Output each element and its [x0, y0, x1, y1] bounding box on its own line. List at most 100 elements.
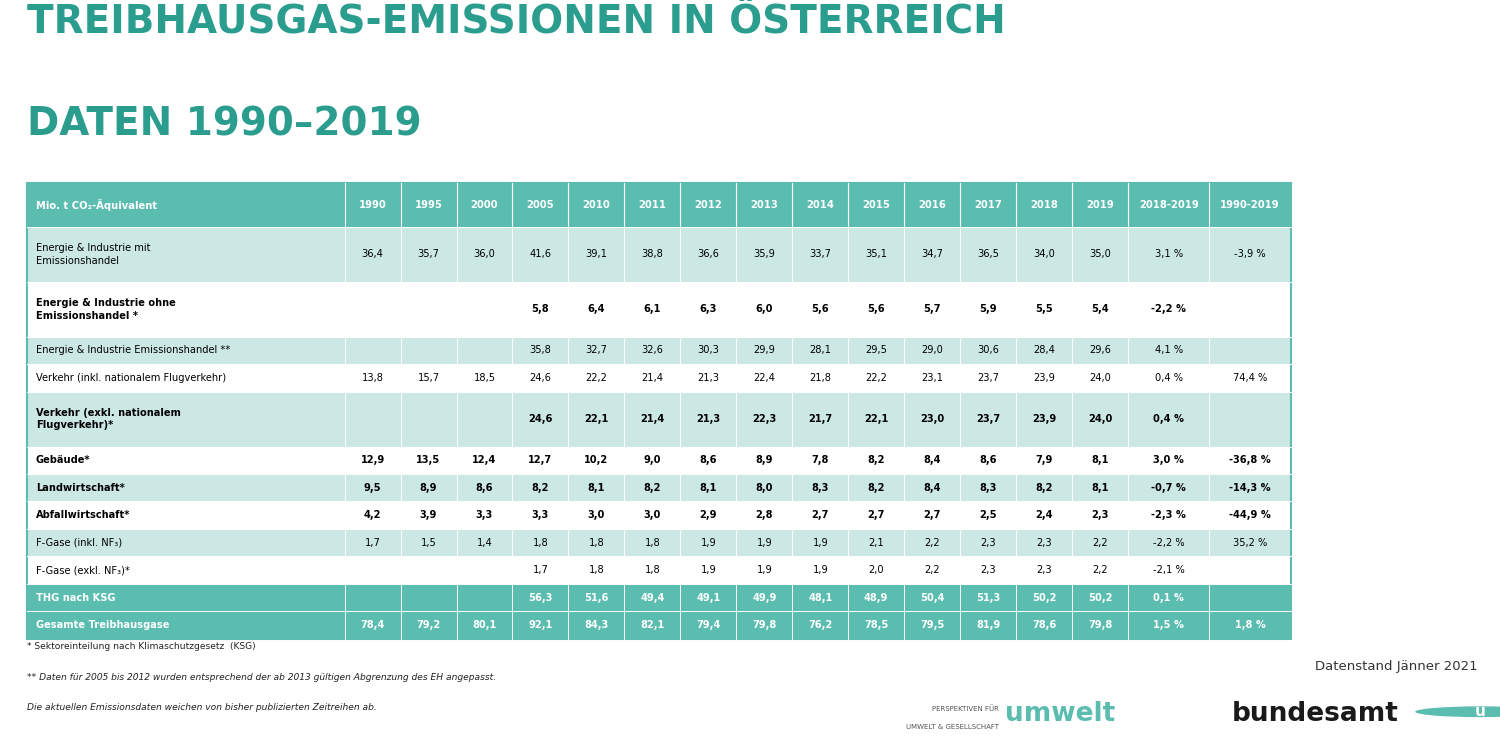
Text: 2016: 2016	[918, 200, 946, 210]
Text: 8,2: 8,2	[1035, 483, 1053, 493]
Text: -2,2 %: -2,2 %	[1150, 304, 1186, 314]
Text: 7,9: 7,9	[1035, 455, 1053, 465]
Text: 8,3: 8,3	[980, 483, 998, 493]
Text: 2011: 2011	[639, 200, 666, 210]
Text: 32,7: 32,7	[585, 345, 608, 356]
Text: 6,1: 6,1	[644, 304, 662, 314]
Text: 41,6: 41,6	[530, 249, 552, 259]
Text: Energie & Industrie mit
Emissionshandel: Energie & Industrie mit Emissionshandel	[36, 243, 150, 266]
Text: 30,6: 30,6	[976, 345, 999, 356]
Text: TREIBHAUSGAS-EMISSIONEN IN ÖSTERREICH: TREIBHAUSGAS-EMISSIONEN IN ÖSTERREICH	[27, 4, 1005, 42]
Text: Gebäude*: Gebäude*	[36, 455, 90, 465]
Text: 2,3: 2,3	[981, 538, 996, 548]
Text: Verkehr (exkl. nationalem
Flugverkehr)*: Verkehr (exkl. nationalem Flugverkehr)*	[36, 408, 180, 430]
Text: 8,1: 8,1	[1092, 483, 1108, 493]
Text: 3,9: 3,9	[420, 510, 436, 520]
Text: -0,7 %: -0,7 %	[1152, 483, 1186, 493]
Text: 5,5: 5,5	[1035, 304, 1053, 314]
Circle shape	[1414, 707, 1500, 717]
Text: 1995: 1995	[414, 200, 442, 210]
Text: 34,0: 34,0	[1034, 249, 1054, 259]
Text: 2014: 2014	[806, 200, 834, 210]
Text: 78,5: 78,5	[864, 620, 888, 630]
Text: 8,6: 8,6	[980, 455, 998, 465]
Text: Landwirtschaft*: Landwirtschaft*	[36, 483, 124, 493]
Text: 1,8: 1,8	[588, 538, 604, 548]
Text: 29,5: 29,5	[865, 345, 886, 356]
Text: Verkehr (inkl. nationalem Flugverkehr): Verkehr (inkl. nationalem Flugverkehr)	[36, 373, 226, 383]
Text: -44,9 %: -44,9 %	[1228, 510, 1270, 520]
Text: 1,8: 1,8	[588, 565, 604, 575]
Text: 35,7: 35,7	[417, 249, 440, 259]
Text: 2,3: 2,3	[1036, 538, 1052, 548]
Text: PERSPEKTIVEN FÜR: PERSPEKTIVEN FÜR	[932, 705, 999, 712]
Text: 28,1: 28,1	[808, 345, 831, 356]
Text: 22,3: 22,3	[752, 414, 777, 424]
Bar	[27, 337, 1292, 365]
Text: 24,6: 24,6	[528, 414, 552, 424]
Text: 51,6: 51,6	[584, 592, 609, 603]
Bar	[27, 557, 1292, 584]
Text: 23,7: 23,7	[976, 373, 999, 383]
Text: 9,5: 9,5	[364, 483, 381, 493]
Text: 1,7: 1,7	[364, 538, 381, 548]
Text: 6,0: 6,0	[756, 304, 772, 314]
Text: 12,9: 12,9	[360, 455, 384, 465]
Text: Mio. t CO₂-Äquivalent: Mio. t CO₂-Äquivalent	[36, 199, 158, 211]
Text: 2,7: 2,7	[812, 510, 830, 520]
Text: 2,5: 2,5	[980, 510, 998, 520]
Text: 3,1 %: 3,1 %	[1155, 249, 1184, 259]
Text: 29,6: 29,6	[1089, 345, 1112, 356]
Text: 8,6: 8,6	[476, 483, 494, 493]
Text: 2,3: 2,3	[1036, 565, 1052, 575]
Text: Gesamte Treibhausgase: Gesamte Treibhausgase	[36, 620, 170, 630]
Bar	[27, 183, 1292, 639]
Text: * Sektoreinteilung nach Klimaschutzgesetz  (KSG): * Sektoreinteilung nach Klimaschutzgeset…	[27, 642, 255, 651]
Text: 8,4: 8,4	[924, 455, 940, 465]
Text: 38,8: 38,8	[642, 249, 663, 259]
Text: 36,4: 36,4	[362, 249, 384, 259]
Text: 1,5: 1,5	[420, 538, 436, 548]
Text: 23,9: 23,9	[1034, 373, 1054, 383]
Text: 49,1: 49,1	[696, 592, 720, 603]
Text: 49,9: 49,9	[752, 592, 777, 603]
Text: DATEN 1990–2019: DATEN 1990–2019	[27, 105, 422, 143]
Text: 2,0: 2,0	[868, 565, 883, 575]
Text: 2015: 2015	[862, 200, 889, 210]
Text: 28,4: 28,4	[1034, 345, 1054, 356]
Text: u: u	[1474, 704, 1486, 719]
Text: 0,1 %: 0,1 %	[1154, 592, 1184, 603]
Text: 1,9: 1,9	[756, 538, 772, 548]
Text: 21,4: 21,4	[640, 414, 664, 424]
Text: 2,7: 2,7	[867, 510, 885, 520]
Text: 12,4: 12,4	[472, 455, 496, 465]
Text: 8,1: 8,1	[1092, 455, 1108, 465]
Text: 36,6: 36,6	[698, 249, 720, 259]
Text: 9,0: 9,0	[644, 455, 662, 465]
Text: 12,7: 12,7	[528, 455, 552, 465]
Text: 1,8: 1,8	[532, 538, 549, 548]
Text: 1,4: 1,4	[477, 538, 492, 548]
Text: 2012: 2012	[694, 200, 721, 210]
Text: 4,2: 4,2	[364, 510, 381, 520]
Text: 1,9: 1,9	[700, 565, 715, 575]
Text: 35,9: 35,9	[753, 249, 776, 259]
Bar	[27, 501, 1292, 529]
Text: 8,2: 8,2	[867, 483, 885, 493]
Text: 1990: 1990	[358, 200, 387, 210]
Text: 21,8: 21,8	[808, 373, 831, 383]
Text: 2,3: 2,3	[981, 565, 996, 575]
Bar	[27, 447, 1292, 474]
Text: 29,9: 29,9	[753, 345, 776, 356]
Text: 51,3: 51,3	[976, 592, 1000, 603]
Text: 2018: 2018	[1030, 200, 1057, 210]
Text: 24,0: 24,0	[1089, 373, 1112, 383]
Text: 8,4: 8,4	[924, 483, 940, 493]
Text: 23,7: 23,7	[976, 414, 1000, 424]
Text: 21,3: 21,3	[698, 373, 720, 383]
Text: 24,0: 24,0	[1088, 414, 1112, 424]
Text: 39,1: 39,1	[585, 249, 608, 259]
Text: 2019: 2019	[1086, 200, 1114, 210]
Text: 5,6: 5,6	[812, 304, 830, 314]
Text: 79,8: 79,8	[1088, 620, 1112, 630]
